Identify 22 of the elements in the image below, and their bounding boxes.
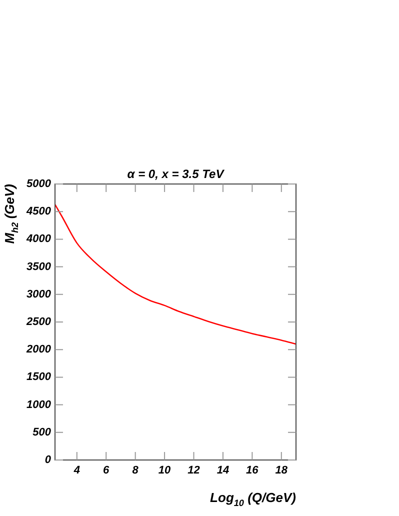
y-tick-label: 1000: [26, 398, 52, 411]
chart-title: α = 0, x = 3.5 TeV: [127, 167, 225, 181]
y-tick-label: 0: [44, 454, 52, 466]
y-tick-label: 1500: [26, 371, 52, 384]
x-tick-label: 6: [103, 464, 110, 477]
y-tick-label: 500: [32, 426, 52, 438]
line-series: [55, 204, 296, 345]
y-tick-label: 2500: [26, 316, 52, 328]
y-tick-label: 4500: [26, 206, 52, 218]
y-tick-label: 5000: [26, 178, 52, 190]
y-tick-label: 3500: [26, 260, 52, 273]
y-axis-title: Mh2 (GeV): [2, 184, 20, 244]
x-tick-label: 16: [246, 464, 260, 477]
x-tick-label: 14: [216, 464, 230, 477]
y-tick-label: 2000: [26, 344, 52, 356]
y-tick-label: 3000: [26, 288, 52, 300]
y-tick-label: 4000: [26, 233, 52, 246]
x-tick-label: 10: [158, 464, 172, 477]
x-tick-label: 8: [132, 464, 140, 477]
x-tick-label: 12: [188, 464, 200, 477]
x-tick-label: 4: [72, 464, 80, 477]
x-tick-label: 18: [275, 464, 288, 477]
